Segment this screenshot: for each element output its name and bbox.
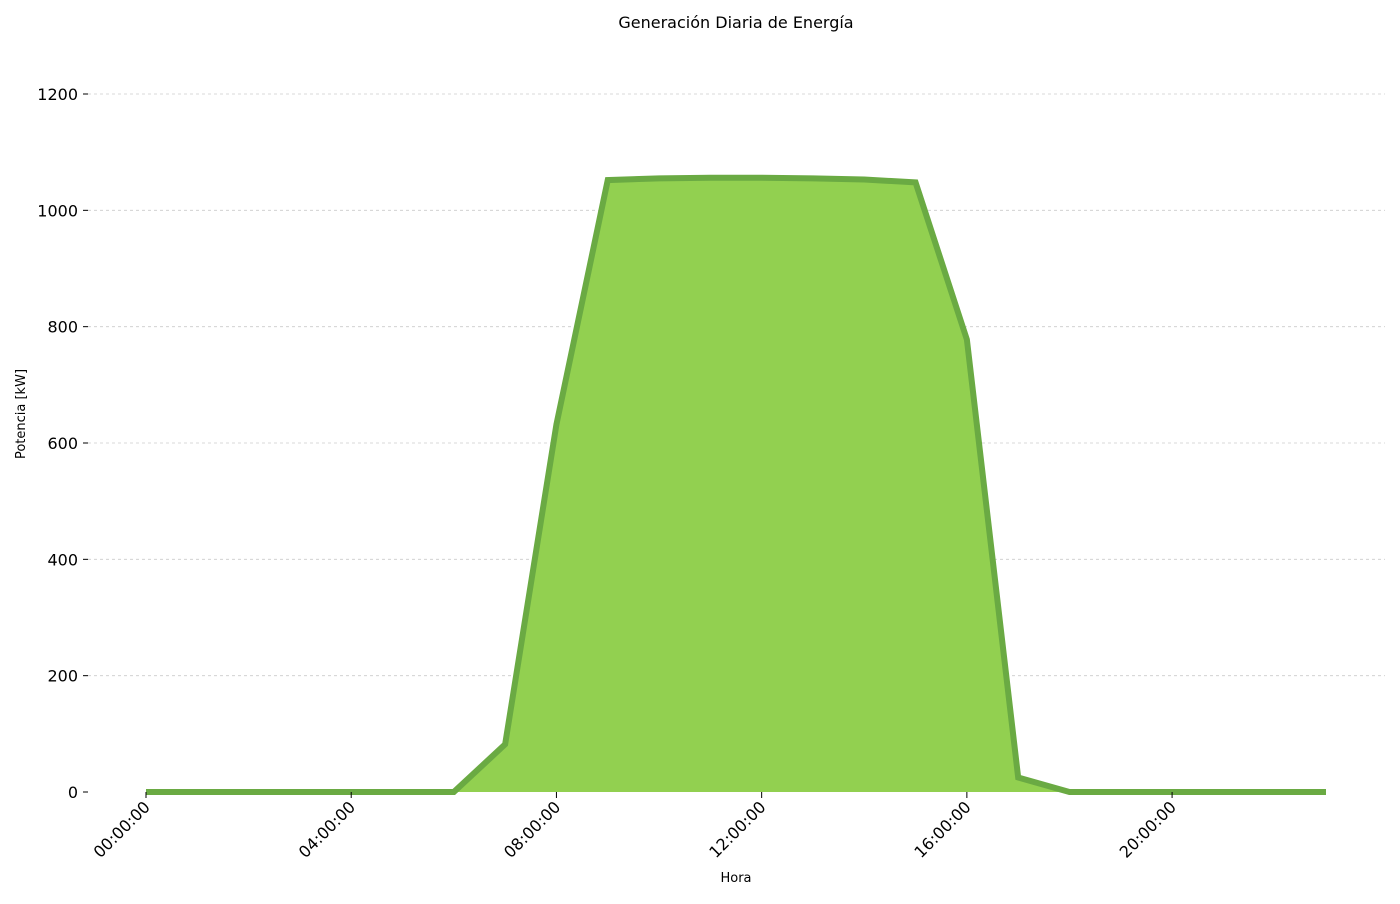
- y-axis-title: Potencia [kW]: [14, 369, 29, 459]
- x-tick-label: 20:00:00: [1116, 797, 1180, 861]
- y-tick-label: 800: [47, 318, 78, 337]
- x-tick-label: 08:00:00: [500, 797, 564, 861]
- x-tick-label: 00:00:00: [90, 797, 154, 861]
- area-fill: [146, 177, 1326, 792]
- series-line: [146, 174, 1326, 795]
- x-tick-label: 16:00:00: [910, 797, 974, 861]
- y-axis: 0 200 400 600 800 1000 1200: [37, 85, 88, 802]
- x-tick-label: 12:00:00: [705, 797, 769, 861]
- x-tick-label: 04:00:00: [295, 797, 359, 861]
- area-series: [146, 174, 1326, 795]
- y-tick-label: 600: [47, 434, 78, 453]
- y-tick-label: 0: [68, 783, 78, 802]
- x-axis: 00:00:00 04:00:00 08:00:00 12:00:00 16:00:00…: [90, 792, 1180, 862]
- chart-title: Generación Diaria de Energía: [618, 13, 853, 32]
- y-tick-label: 200: [47, 667, 78, 686]
- x-axis-title: Hora: [720, 871, 751, 886]
- y-tick-label: 1200: [37, 85, 78, 104]
- y-tick-label: 400: [47, 550, 78, 569]
- y-tick-label: 1000: [37, 201, 78, 220]
